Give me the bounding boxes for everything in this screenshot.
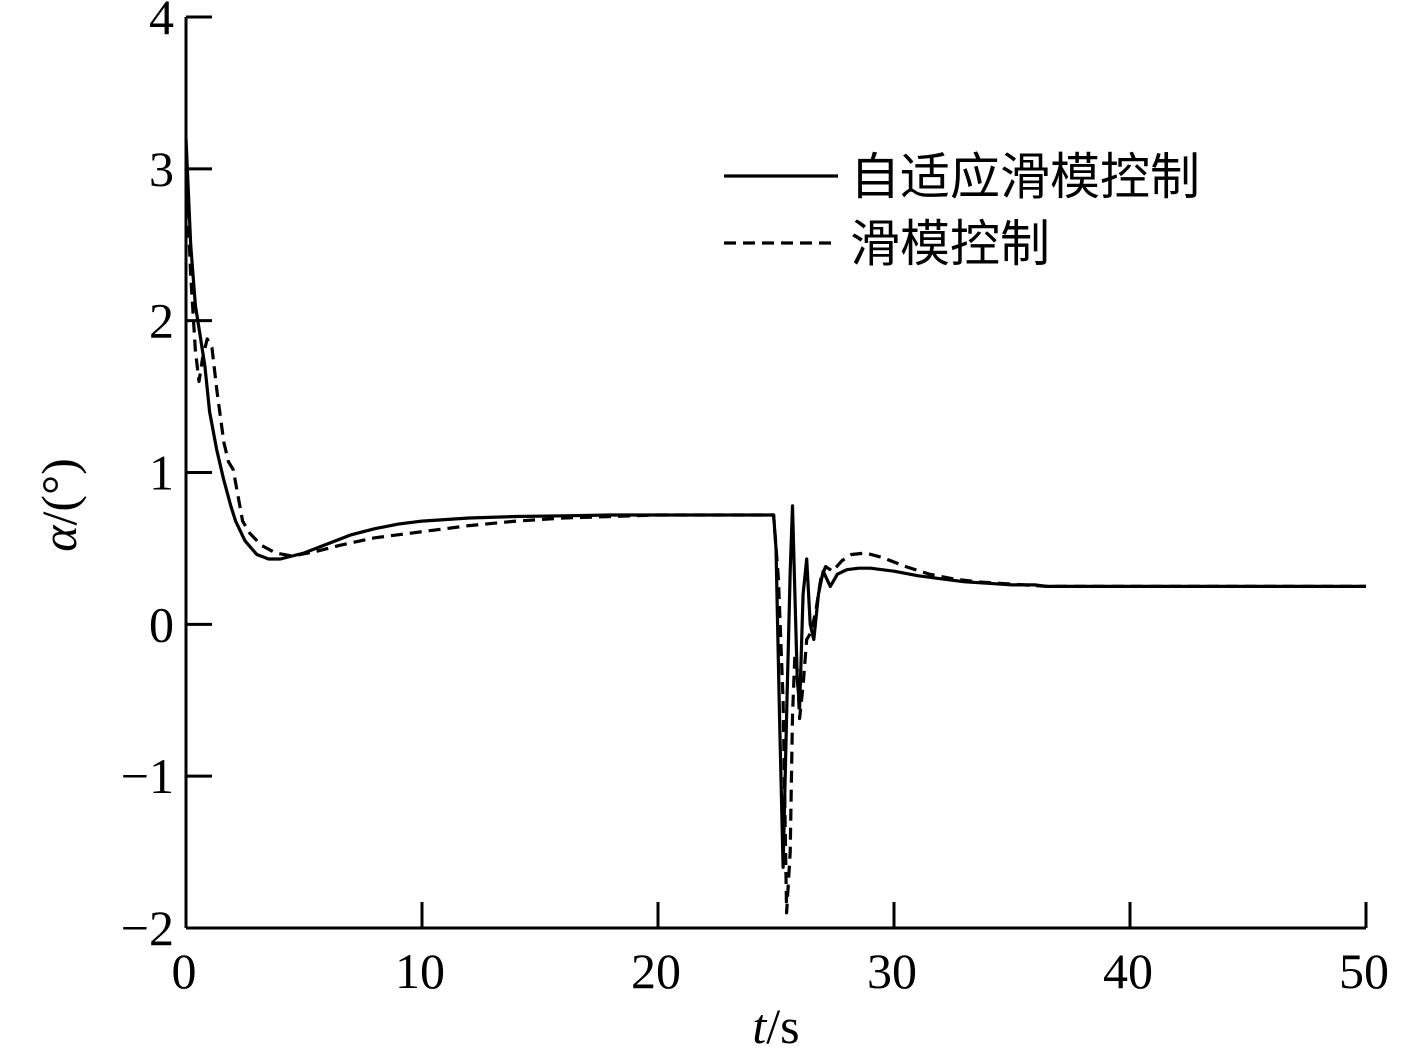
x-tick-label: 20 bbox=[631, 943, 681, 999]
y-tick-label: −2 bbox=[121, 900, 174, 956]
x-tick-label: 10 bbox=[395, 943, 445, 999]
y-tick-label: 1 bbox=[149, 445, 174, 501]
y-tick-label: 3 bbox=[149, 141, 174, 197]
series-line-sliding-mode bbox=[184, 168, 1366, 915]
y-tick-label: 2 bbox=[149, 293, 174, 349]
x-tick-label: 40 bbox=[1103, 943, 1153, 999]
x-tick-label: 0 bbox=[172, 943, 197, 999]
series-line-adaptive-sliding-mode bbox=[184, 138, 1366, 869]
x-tick-label: 30 bbox=[867, 943, 917, 999]
y-axis-title: α/(°) bbox=[31, 458, 87, 551]
legend-label: 自适应滑模控制 bbox=[850, 148, 1200, 206]
x-axis-unit: /s bbox=[766, 998, 799, 1048]
x-axis-title: t/s bbox=[752, 998, 799, 1048]
plot-series bbox=[184, 138, 1366, 915]
x-tick-label: 50 bbox=[1339, 943, 1389, 999]
axis-titles: t/s α/(°) bbox=[31, 458, 800, 1048]
y-tick-label: 0 bbox=[149, 596, 174, 652]
y-axis-variable: α bbox=[31, 524, 87, 552]
y-tick-label: −1 bbox=[121, 748, 174, 804]
y-axis-unit: /(°) bbox=[31, 458, 87, 525]
y-tick-label: 4 bbox=[149, 0, 174, 45]
x-axis-variable: t bbox=[752, 998, 767, 1048]
legend-label: 滑模控制 bbox=[850, 215, 1050, 273]
